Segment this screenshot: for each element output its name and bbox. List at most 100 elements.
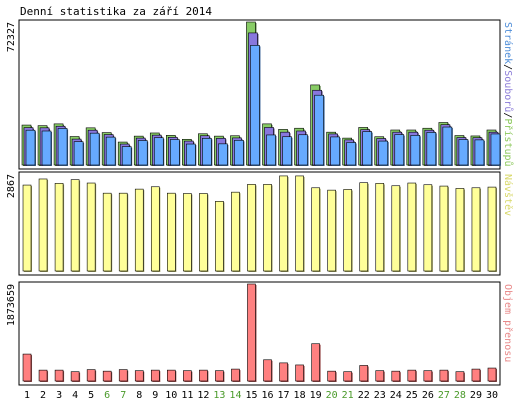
x-tick-label-day-1: 1	[24, 390, 30, 401]
bar-objem-p-enosu-day-11	[183, 370, 192, 382]
bar-objem-p-enosu-day-23	[375, 370, 385, 382]
bar-n-v-t-v-day-9	[150, 186, 160, 272]
x-tick-label-day-21: 21	[342, 390, 354, 401]
legend-entry: Souborů	[502, 70, 514, 112]
panel-3: 1873659 Objem přenosu	[6, 281, 514, 386]
bar-str-nek-day-2	[41, 130, 52, 166]
bar-objem-p-enosu-day-25	[407, 369, 417, 382]
x-tick-label-day-3: 3	[56, 390, 62, 401]
bar-n-v-t-v-day-5	[86, 182, 96, 272]
bar-n-v-t-v-day-21	[343, 189, 352, 272]
bar-objem-p-enosu-day-20	[327, 370, 336, 382]
bar-n-v-t-v-day-14	[231, 191, 240, 272]
bar-str-nek-day-23	[378, 140, 389, 166]
bar-str-nek-day-21	[346, 142, 356, 166]
bar-objem-p-enosu-day-28	[455, 371, 465, 382]
x-tick-label-day-13: 13	[213, 390, 225, 401]
bar-objem-p-enosu-day-3	[54, 369, 64, 382]
panel-1: 72327 Stránek/Souborů/Přístupů	[6, 19, 514, 170]
legend-entry: Objem přenosu	[502, 284, 514, 362]
bar-n-v-t-v-day-8	[134, 188, 144, 272]
bar-str-nek-day-16	[266, 134, 276, 166]
bar-n-v-t-v-day-25	[407, 182, 417, 272]
bar-objem-p-enosu-day-18	[295, 364, 304, 382]
bar-str-nek-day-6	[105, 136, 116, 166]
bar-n-v-t-v-day-2	[38, 178, 48, 272]
x-tick-label-day-5: 5	[88, 390, 94, 401]
bar-str-nek-day-3	[57, 128, 68, 166]
bar-objem-p-enosu-day-7	[118, 369, 128, 382]
bar-str-nek-day-22	[362, 131, 373, 166]
x-tick-label-day-24: 24	[390, 390, 402, 401]
legend: Objem přenosu	[502, 284, 514, 362]
bar-n-v-t-v-day-28	[455, 188, 465, 272]
bar-objem-p-enosu-day-29	[471, 368, 481, 382]
bar-objem-p-enosu-day-1	[22, 353, 32, 382]
panel-frame	[18, 281, 501, 386]
bar-objem-p-enosu-day-24	[391, 370, 401, 382]
bar-objem-p-enosu-day-4	[70, 371, 80, 382]
bar-n-v-t-v-day-4	[70, 179, 80, 272]
bar-objem-p-enosu-day-22	[359, 365, 369, 382]
bar-n-v-t-v-day-23	[375, 183, 385, 272]
x-tick-label-day-12: 12	[197, 390, 209, 401]
bar-n-v-t-v-day-30	[487, 186, 497, 272]
y-max-label: 1873659	[6, 284, 17, 326]
bar-str-nek-day-25	[410, 135, 421, 166]
bar-n-v-t-v-day-17	[279, 175, 288, 272]
bar-str-nek-day-14	[234, 139, 244, 166]
bar-str-nek-day-11	[186, 143, 196, 166]
bar-str-nek-day-30	[490, 133, 501, 166]
x-tick-label-day-28: 28	[454, 390, 466, 401]
bar-str-nek-day-10	[170, 139, 180, 166]
x-tick-label-day-11: 11	[181, 390, 193, 401]
bar-str-nek-day-17	[282, 136, 292, 166]
legend: Stránek/Souborů/Přístupů	[502, 22, 514, 167]
bar-n-v-t-v-day-6	[102, 192, 112, 272]
bar-objem-p-enosu-day-13	[215, 370, 224, 382]
bar-str-nek-day-1	[25, 129, 36, 166]
x-tick-label-day-4: 4	[72, 390, 78, 401]
bar-n-v-t-v-day-24	[391, 185, 401, 272]
bar-str-nek-day-20	[330, 136, 340, 166]
bar-n-v-t-v-day-13	[215, 201, 224, 272]
bar-str-nek-day-27	[442, 126, 453, 166]
bar-objem-p-enosu-day-17	[279, 362, 288, 382]
x-tick-label-day-19: 19	[310, 390, 322, 401]
x-tick-label-day-22: 22	[358, 390, 370, 401]
x-tick-label-day-20: 20	[326, 390, 338, 401]
panel-frame	[18, 171, 501, 276]
bar-n-v-t-v-day-16	[263, 184, 272, 272]
bar-n-v-t-v-day-29	[471, 187, 481, 272]
bar-objem-p-enosu-day-16	[263, 359, 272, 382]
x-tick-label-day-16: 16	[261, 390, 273, 401]
x-tick-label-day-10: 10	[165, 390, 177, 401]
bar-objem-p-enosu-day-8	[134, 370, 144, 382]
bar-n-v-t-v-day-1	[22, 184, 32, 272]
x-tick-label-day-14: 14	[229, 390, 241, 401]
panel-2: 2867 Návštěv	[6, 171, 514, 276]
x-tick-label-day-18: 18	[294, 390, 306, 401]
x-tick-label-day-25: 25	[406, 390, 418, 401]
bar-str-nek-day-12	[202, 138, 212, 166]
bar-n-v-t-v-day-20	[327, 189, 336, 272]
bar-objem-p-enosu-day-21	[343, 371, 352, 382]
bar-objem-p-enosu-day-26	[423, 370, 433, 382]
bar-objem-p-enosu-day-12	[199, 369, 208, 382]
bar-n-v-t-v-day-22	[359, 182, 369, 272]
bar-objem-p-enosu-day-15	[247, 283, 256, 382]
bar-n-v-t-v-day-12	[199, 193, 208, 272]
x-tick-label-day-6: 6	[104, 390, 110, 401]
bar-str-nek-day-15	[250, 45, 260, 166]
bar-str-nek-day-4	[73, 141, 84, 166]
legend-separator: /	[502, 64, 513, 70]
bar-objem-p-enosu-day-2	[38, 369, 48, 382]
bar-objem-p-enosu-day-30	[487, 367, 497, 382]
legend-entry: Stránek	[502, 22, 514, 64]
bar-objem-p-enosu-day-19	[311, 343, 320, 382]
bar-n-v-t-v-day-7	[118, 192, 128, 272]
bar-objem-p-enosu-day-6	[102, 370, 112, 382]
x-tick-label-day-23: 23	[374, 390, 386, 401]
bar-str-nek-day-8	[137, 140, 148, 166]
